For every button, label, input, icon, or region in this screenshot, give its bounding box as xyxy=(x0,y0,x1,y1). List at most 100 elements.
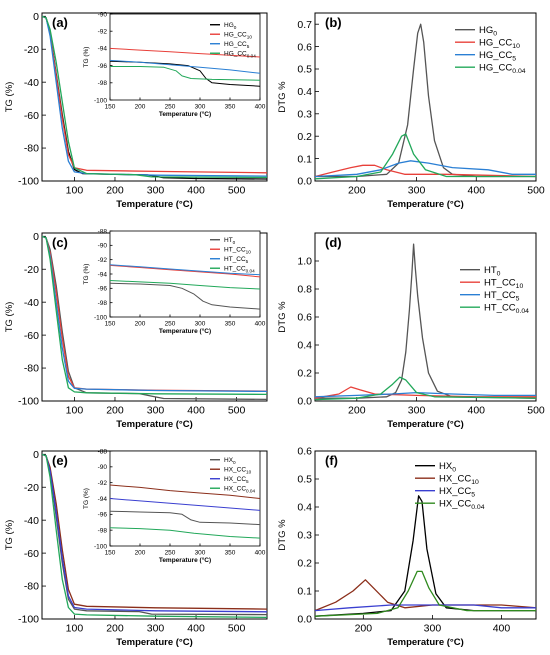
panel-e-inset-ytick-label: -98 xyxy=(98,527,108,534)
panel-a-legend-entry: HG_CC5 xyxy=(224,41,250,49)
panel-a-inset-frame xyxy=(109,13,261,101)
panel-b-ytick-label: 0.7 xyxy=(297,19,312,31)
panel-c-inset-xtick-label: 150 xyxy=(105,321,116,328)
panel-c-xlabel: Temperature (°C) xyxy=(116,419,192,430)
panel-f-legend-entry: HX0 xyxy=(439,461,456,474)
panel-f-series-hx-cc-5 xyxy=(315,604,536,612)
panel-c-ytick-label: -60 xyxy=(24,330,39,342)
panel-e-ytick-label: -100 xyxy=(18,614,39,626)
panel-f-legend-entry: HX_CC10 xyxy=(439,474,479,487)
panel-b-xtick-label: 400 xyxy=(468,185,486,197)
panel-b-ylabel: DTG % xyxy=(277,81,288,113)
panel-e-xlabel: Temperature (°C) xyxy=(116,637,192,648)
panel-e-xtick-label: 100 xyxy=(66,623,84,635)
panel-b-ytick-label: 0.3 xyxy=(297,108,312,120)
panel-c-xtick-label: 400 xyxy=(187,405,205,417)
panel-a-inset-xtick-label: 150 xyxy=(105,104,116,111)
panel-e-legend-entry: HX_CC5 xyxy=(224,476,249,484)
panel-c-inset-ytick-label: -88 xyxy=(98,228,108,235)
panel-c-legend-entry: HT0 xyxy=(224,237,236,245)
panel-c-inset-xtick-label: 200 xyxy=(135,321,146,328)
panel-f-xtick-label: 200 xyxy=(355,623,373,635)
panel-b-xtick-label: 500 xyxy=(527,185,545,197)
panel-d-legend-entry: HT_CC0.04 xyxy=(484,303,529,316)
panel-d-legend-entry: HT_CC5 xyxy=(484,290,520,303)
panel-b-xlabel: Temperature (°C) xyxy=(387,199,463,210)
panel-e-legend-entry: HX0 xyxy=(224,457,236,465)
panel-d-series-ht-cc-10 xyxy=(315,386,536,399)
panel-b-ytick-label: 0.2 xyxy=(297,131,312,143)
panel-d-ytick-label: 0.0 xyxy=(297,396,312,408)
panel-c-ytick-label: -40 xyxy=(24,297,39,309)
panel-a-inset-series-hg-cc-10 xyxy=(110,47,260,58)
panel-b-xtick-label: 200 xyxy=(348,185,366,197)
panel-e-ytick-label: -20 xyxy=(24,482,39,494)
panel-a-inset-ylabel: TG (%) xyxy=(83,47,90,68)
panel-e-inset-xtick-label: 300 xyxy=(195,550,206,557)
panel-e-inset-xlabel: Temperature (°C) xyxy=(159,556,211,564)
panel-a-inset-ytick-label: -90 xyxy=(98,11,108,18)
panel-c-xtick-label: 100 xyxy=(66,405,84,417)
panel-e-xtick-label: 400 xyxy=(187,623,205,635)
panel-c-series-ht-cc-0-04 xyxy=(42,235,267,396)
panel-c-inset-xtick-label: 350 xyxy=(225,321,236,328)
panel-e-ytick-label: -60 xyxy=(24,548,39,560)
panel-b-ytick-label: 0.6 xyxy=(297,41,312,53)
panel-a-ytick-label: 0 xyxy=(33,11,39,23)
panel-b-axes: 200 300 400 500 0.0 0.1 0.2 0.3 0.4 0.5 0.6 0.7 Temp… xyxy=(277,12,545,210)
panel-e-label: (e) xyxy=(52,453,68,468)
panel-d-ytick-label: 0.6 xyxy=(297,312,312,324)
panel-f-axes: 200 300 400 0.0 0.1 0.2 0.3 0.4 0.5 0.6 Temperatur… xyxy=(277,446,537,648)
panel-f-xlabel: Temperature (°C) xyxy=(387,637,463,648)
panel-c-inset-series-ht-cc-10 xyxy=(110,264,260,278)
panel-b-frame xyxy=(314,12,537,182)
panel-a-inset-ytick-label: -96 xyxy=(98,63,108,70)
panel-c-ytick-label: -20 xyxy=(24,264,39,276)
panel-a-inset-ytick-label: -94 xyxy=(98,46,108,53)
panel-c-ytick-label: 0 xyxy=(33,231,39,243)
panel-f-series-hx-cc-0-04 xyxy=(315,570,536,617)
panel-a-xtick-label: 400 xyxy=(187,185,205,197)
panel-c-inset-ytick-label: -100 xyxy=(94,314,107,321)
panel-e-ytick-label: 0 xyxy=(33,449,39,461)
panel-d-label: (d) xyxy=(325,235,342,250)
panel-e-legend-entry: HX_CC10 xyxy=(224,467,252,475)
panel-d-ytick-label: 0.4 xyxy=(297,340,312,352)
panel-a-ytick-label: -100 xyxy=(18,176,39,188)
panel-a-inset-xtick-label: 250 xyxy=(165,104,176,111)
panel-e-inset-xtick-label: 250 xyxy=(165,550,176,557)
panel-e-inset-ytick-label: -90 xyxy=(98,464,108,471)
panel-c-ytick-label: -100 xyxy=(18,396,39,408)
panel-e-inset-series-hx-cc-5 xyxy=(110,498,260,511)
panel-d-axes: 200 300 400 500 0.0 0.2 0.4 0.6 0.8 1.0 Temperatur… xyxy=(277,232,545,430)
panel-e-ylabel: TG (%) xyxy=(4,520,15,551)
panel-c-inset-xtick-label: 250 xyxy=(165,321,176,328)
panel-a-legend-entry: HG0 xyxy=(224,22,237,30)
panel-a-series-hg-cc-0-04 xyxy=(42,15,267,179)
panel-c-xtick-label: 500 xyxy=(228,405,246,417)
panel-e-legend-entry: HX_CC0.04 xyxy=(224,486,256,494)
panel-a-label: (a) xyxy=(52,15,68,30)
panel-e-inset-ytick-label: -94 xyxy=(98,496,108,503)
panel-d-legend-entry: HT0 xyxy=(484,265,501,278)
panel-e-inset-ytick-label: -100 xyxy=(94,543,107,550)
panel-f-ytick-label: 0.1 xyxy=(297,586,312,598)
panel-e-inset-xtick-label: 150 xyxy=(105,550,116,557)
panel-a-ytick-label: -60 xyxy=(24,110,39,122)
panel-c-inset-series-ht-cc-0-04 xyxy=(110,280,260,290)
panel-e-inset-ytick-label: -92 xyxy=(98,480,108,487)
panel-a-xtick-label: 500 xyxy=(228,185,246,197)
panel-d-ytick-label: 0.2 xyxy=(297,368,312,380)
panel-c-inset-ytick-label: -98 xyxy=(98,300,108,307)
panel-c-ylabel: TG (%) xyxy=(4,302,15,333)
panel-f-ytick-label: 0.3 xyxy=(297,530,312,542)
panel-a-inset-xtick-label: 400 xyxy=(255,104,266,111)
panel-d-series-ht-cc-0-04 xyxy=(315,376,536,401)
panel-c-series-ht-0 xyxy=(42,235,267,401)
panel-d-legend-entry: HT_CC10 xyxy=(484,278,523,291)
panel-e-inset-xtick-label: 200 xyxy=(135,550,146,557)
panel-d-ytick-label: 1.0 xyxy=(297,256,312,268)
